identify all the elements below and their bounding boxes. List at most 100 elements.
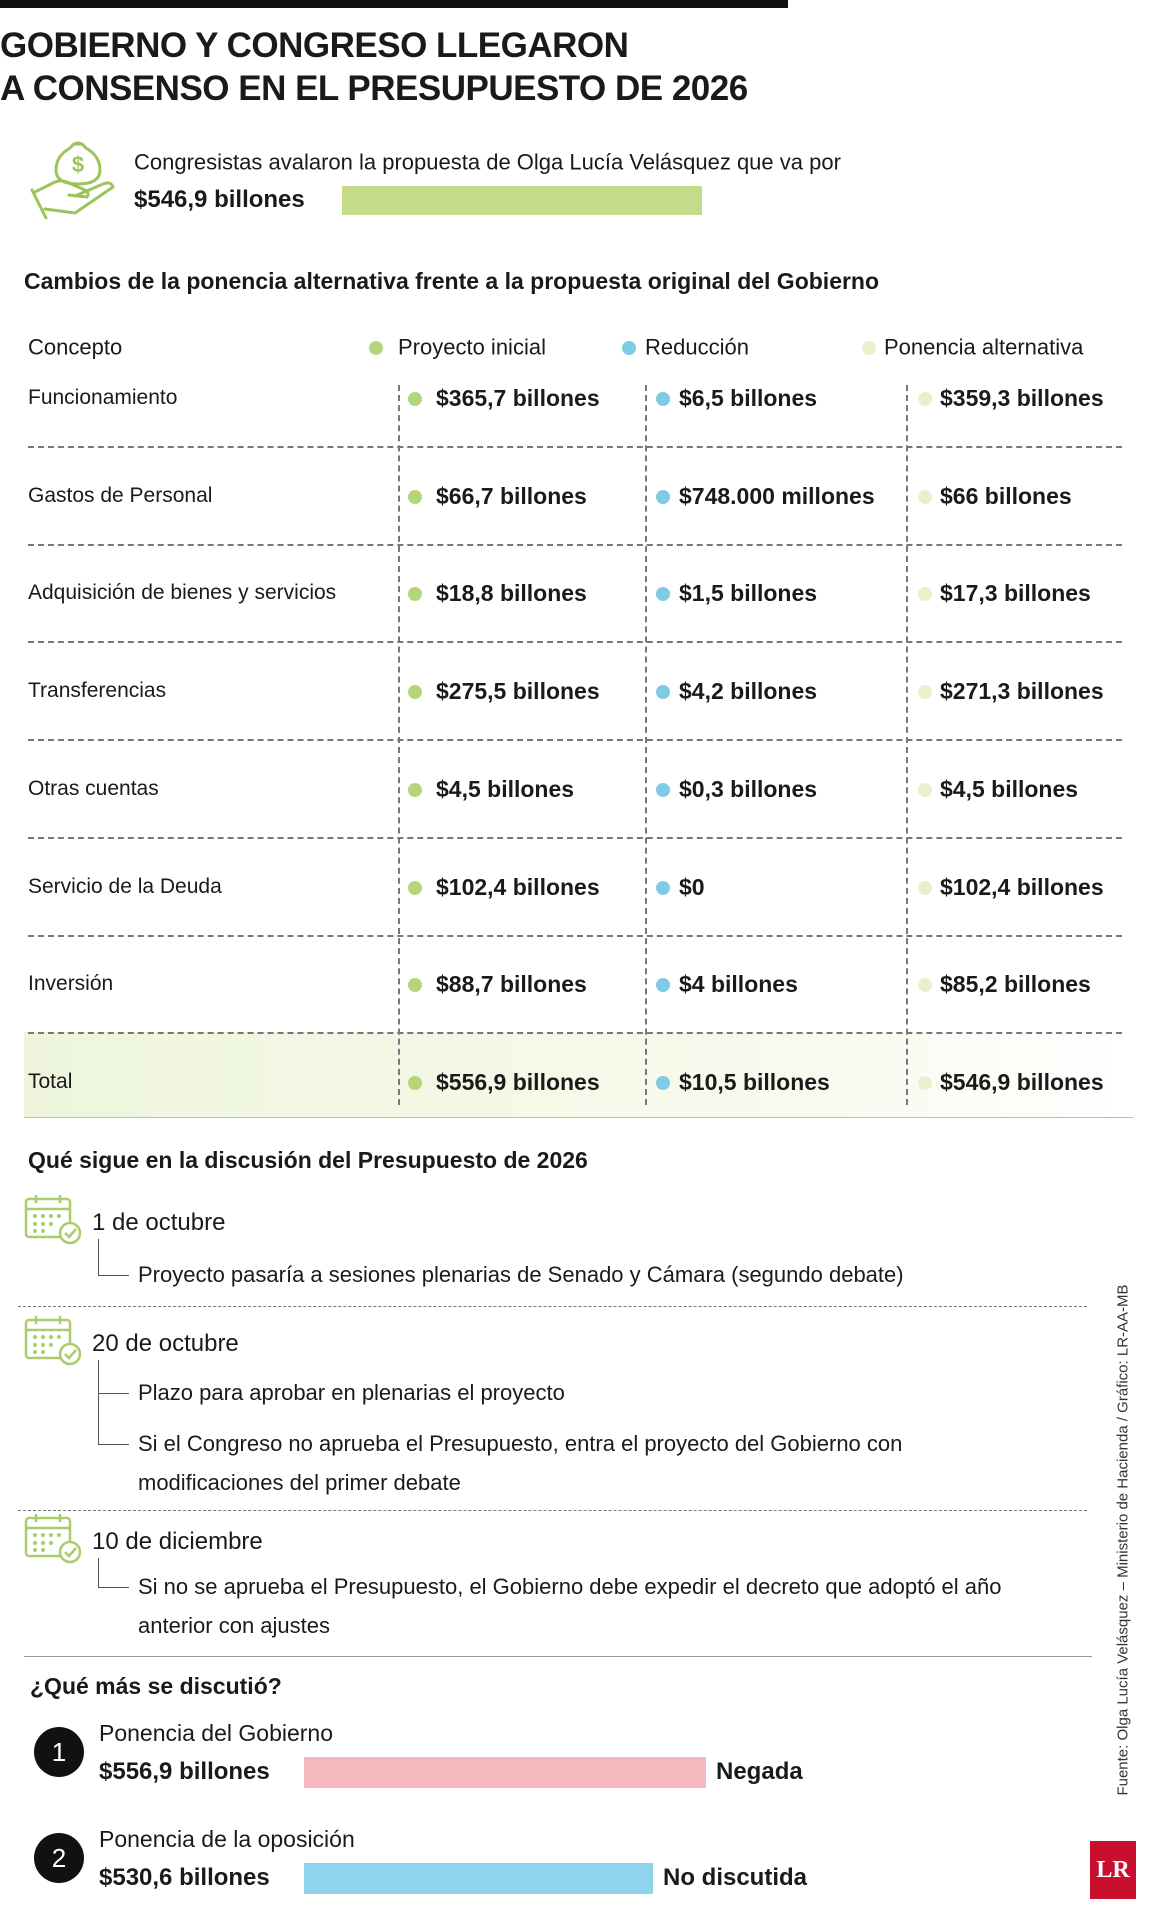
number-circle: 2	[34, 1833, 84, 1883]
table-value: $1,5 billones	[679, 580, 818, 607]
table-title: Cambios de la ponencia alternativa frent…	[24, 267, 880, 294]
title-line: GOBIERNO Y CONGRESO LLEGARON	[0, 25, 629, 65]
tree-connector	[98, 1393, 129, 1445]
column-divider	[398, 385, 400, 1105]
bullet-dot	[656, 587, 670, 602]
separator-line	[28, 641, 1122, 644]
bullet-dot	[408, 685, 422, 700]
table-value: $66 billones	[940, 482, 1072, 509]
timeline-title: Qué sigue en la discusión del Presupuest…	[28, 1146, 588, 1173]
tree-connector	[98, 1239, 129, 1276]
calendar-icon	[24, 1193, 82, 1245]
table-value: $102,4 billones	[436, 873, 600, 900]
separator-line	[28, 739, 1122, 742]
table-value: $0	[679, 873, 705, 900]
title-line: A CONSENSO EN EL PRESUPUESTO DE 2026	[0, 68, 748, 108]
bullet-dot	[918, 489, 932, 504]
bullet-dot	[408, 880, 422, 895]
tree-connector	[98, 1558, 129, 1588]
table-value: $0,3 billones	[679, 775, 818, 802]
table-value: $66,7 billones	[436, 482, 587, 509]
item-amount: $556,9 billones	[99, 1758, 270, 1786]
step-date: 1 de octubre	[92, 1209, 226, 1237]
row-label: Otras cuentas	[28, 776, 159, 800]
step-item: Si no se aprueba el Presupuesto, el Gobi…	[138, 1574, 1002, 1638]
step-item: Si el Congreso no aprueba el Presupuesto…	[138, 1431, 903, 1495]
subtitle: Congresistas avalaron la propuesta de Ol…	[134, 149, 841, 175]
separator-line	[28, 934, 1122, 937]
separator-line	[28, 446, 1122, 448]
table-value: $88,7 billones	[436, 970, 587, 997]
row-label: Servicio de la Deuda	[28, 874, 222, 898]
separator-line	[28, 836, 1122, 839]
item-label: Ponencia de la oposición	[99, 1825, 355, 1852]
bullet-dot	[656, 685, 670, 700]
column-divider	[906, 385, 908, 1105]
separator-line	[24, 1117, 1133, 1118]
bullet-dot	[408, 1075, 422, 1090]
table-value: $748.000 millones	[679, 482, 875, 509]
table-value: $4,5 billones	[940, 775, 1079, 802]
bullet-dot	[408, 782, 422, 797]
amount-bar	[342, 186, 702, 215]
column-divider	[645, 385, 647, 1105]
bullet-dot	[656, 489, 670, 504]
item-bar	[304, 1757, 706, 1788]
bullet-dot	[918, 685, 932, 700]
step-date: 10 de diciembre	[92, 1528, 263, 1556]
bullet-dot	[918, 978, 932, 993]
table-value: $4 billones	[679, 970, 798, 997]
table-value: $556,9 billones	[436, 1068, 600, 1095]
item-amount: $530,6 billones	[99, 1864, 270, 1892]
bullet-dot	[656, 880, 670, 895]
calendar-icon	[24, 1314, 82, 1366]
table-value: $6,5 billones	[679, 384, 818, 411]
amount: $546,9 billones	[134, 186, 305, 214]
money-hand-icon: $	[30, 141, 115, 219]
item-label: Ponencia del Gobierno	[99, 1719, 333, 1746]
table-value: $271,3 billones	[940, 677, 1104, 704]
item-bar	[304, 1863, 653, 1894]
bullet-dot	[622, 341, 636, 355]
separator-line	[28, 543, 1122, 546]
other-title: ¿Qué más se discutió?	[30, 1672, 282, 1699]
column-header: Proyecto inicial	[398, 334, 546, 360]
bullet-dot	[918, 587, 932, 602]
table-value: $546,9 billones	[940, 1068, 1104, 1095]
step-date: 20 de octubre	[92, 1330, 239, 1358]
source-note: Fuente: Olga Lucía Velásquez – Ministeri…	[1114, 1284, 1132, 1796]
bullet-dot	[862, 341, 876, 355]
table-value: $4,2 billones	[679, 677, 818, 704]
svg-text:$: $	[72, 152, 84, 177]
bullet-dot	[408, 978, 422, 993]
bullet-dot	[918, 392, 932, 406]
column-header: Reducción	[645, 334, 749, 360]
separator-line	[18, 1510, 1087, 1511]
row-label: Transferencias	[28, 679, 167, 703]
top-rule	[0, 0, 788, 8]
table-value: $85,2 billones	[940, 970, 1091, 997]
bullet-dot	[656, 1075, 670, 1090]
bullet-dot	[408, 489, 422, 504]
bullet-dot	[408, 392, 422, 406]
bullet-dot	[408, 587, 422, 602]
row-label: Gastos de Personal	[28, 483, 213, 507]
bullet-dot	[369, 341, 383, 355]
row-label: Funcionamiento	[28, 385, 178, 409]
number-circle: 1	[34, 1727, 84, 1777]
bullet-dot	[656, 782, 670, 797]
table-value: $359,3 billones	[940, 384, 1104, 411]
row-label: Total	[28, 1069, 73, 1093]
table-value: $18,8 billones	[436, 580, 587, 607]
logo: LR	[1090, 1841, 1136, 1899]
column-header: Concepto	[28, 334, 123, 360]
tree-connector	[98, 1360, 129, 1394]
bullet-dot	[918, 1075, 932, 1090]
table-value: $365,7 billones	[436, 384, 600, 411]
bullet-dot	[656, 392, 670, 406]
separator-line	[18, 1306, 1087, 1307]
calendar-icon	[24, 1512, 82, 1564]
table-value: $17,3 billones	[940, 580, 1091, 607]
